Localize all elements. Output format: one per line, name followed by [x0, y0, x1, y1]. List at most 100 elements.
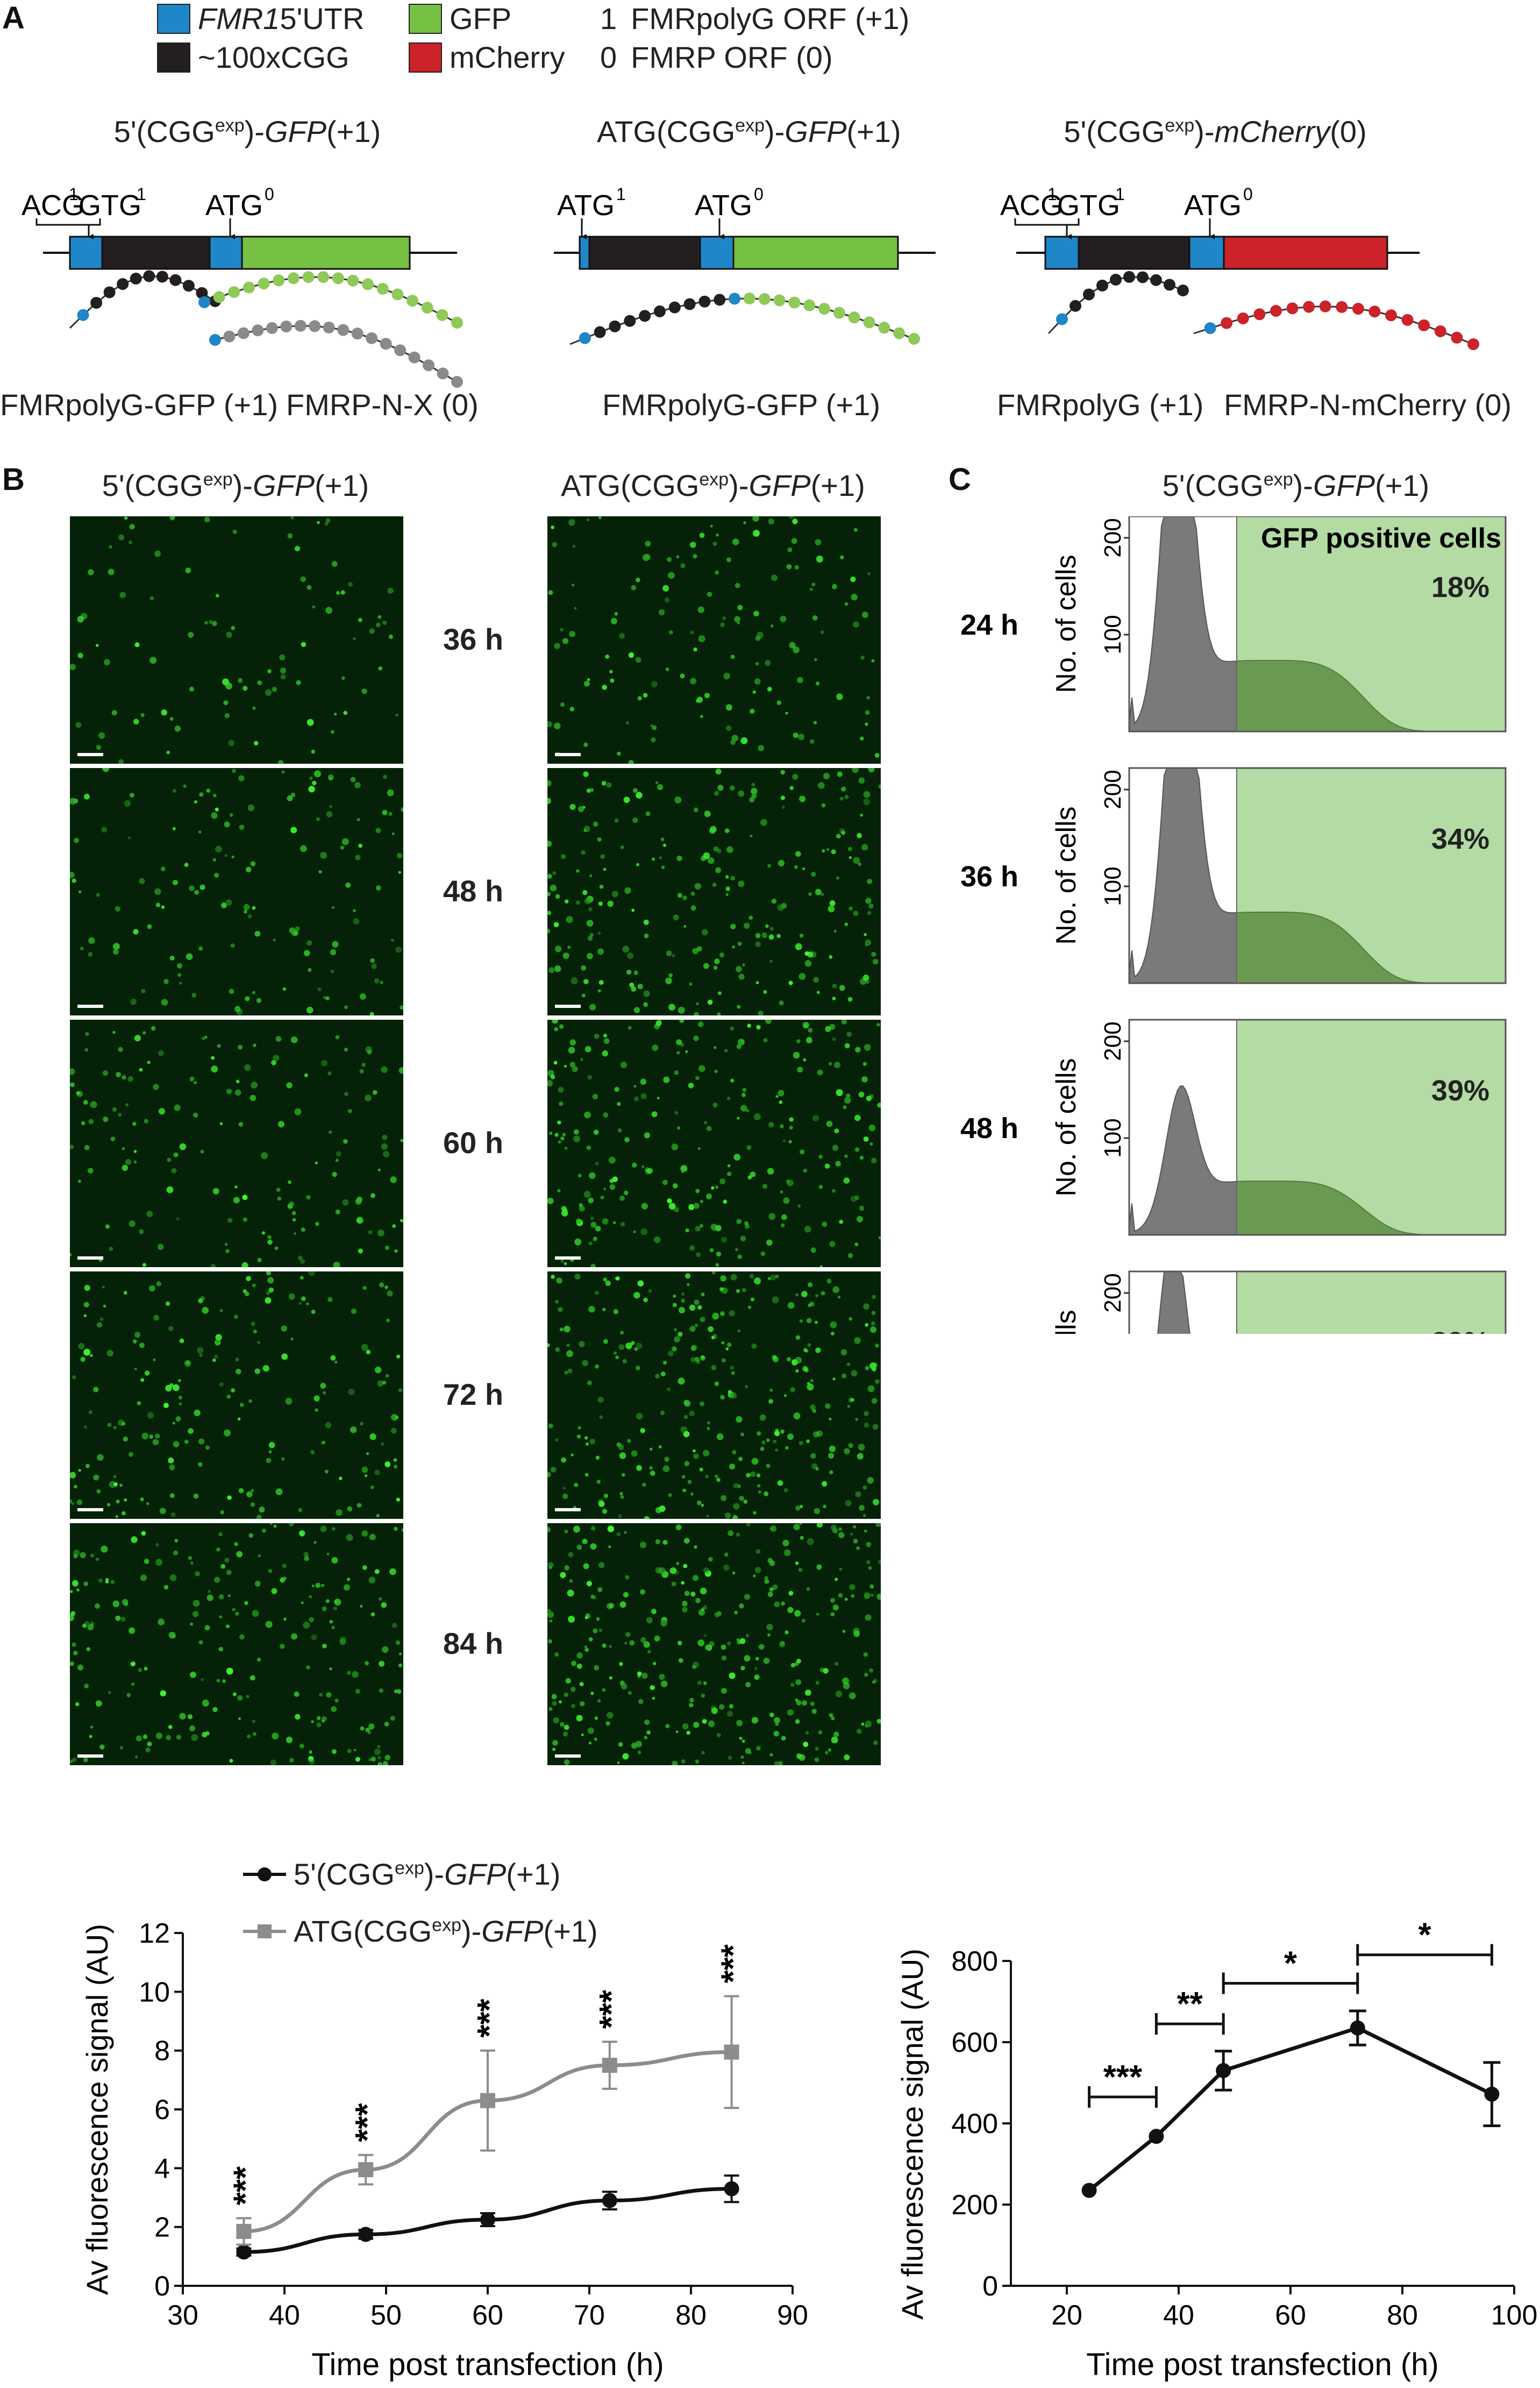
x-tick-label: 60: [472, 2300, 503, 2331]
panel-b-col1-title: 5'(CGGexp)-GFP(+1): [102, 468, 369, 502]
codon-atg: ATG: [1184, 189, 1242, 222]
micrograph-right-4: [547, 1523, 881, 1765]
data-point: [724, 2181, 739, 2197]
codon-sup: 1: [137, 184, 146, 204]
histogram-negative-area: [1129, 767, 1237, 984]
micrograph-left-4: [70, 1523, 403, 1765]
legend-swatch-gfp: [409, 3, 442, 34]
legend-item-mcherry: mCherry: [409, 40, 565, 75]
panel-c-title: 5'(CGGexp)-GFP(+1): [1162, 468, 1430, 502]
series-1: [236, 1995, 739, 2246]
histogram-ytick: 200: [1100, 1021, 1126, 1061]
protein-label-1a: FMRpolyG-GFP (+1): [0, 388, 279, 422]
data-point: [480, 2212, 495, 2227]
histogram-ylabel: No. of cells: [1051, 1058, 1082, 1196]
series-0: [236, 2174, 739, 2260]
protein-label-2: FMRpolyG-GFP (+1): [602, 388, 881, 422]
histogram-negative-area: [1157, 1271, 1190, 1334]
panel-b-hour-label: 60 h: [443, 1126, 504, 1160]
gfp-gate: [1237, 1271, 1506, 1334]
micrograph-right-3: [547, 1271, 881, 1519]
histogram-frame: [1128, 1019, 1507, 1236]
micrograph-left-3: [70, 1271, 403, 1519]
histogram-percent: 29%: [1431, 1326, 1489, 1334]
legend-label-mcherry: mCherry: [450, 40, 565, 74]
micrograph-right-2: [547, 1020, 881, 1267]
y-tick-label: 0: [982, 2271, 998, 2302]
gate-label: GFP positive cells: [1261, 523, 1501, 554]
scale-bar: [555, 1508, 581, 1511]
codon-sup: 0: [1243, 184, 1253, 204]
x-tick-label: 30: [167, 2300, 198, 2331]
chart1-legend-series-1: 5'(CGGexp)-GFP(+1): [243, 1857, 560, 1892]
y-tick-label: 6: [154, 2094, 170, 2126]
y-tick-label: 600: [951, 2027, 998, 2058]
histogram-percent: 39%: [1431, 1075, 1489, 1107]
legend-label-gfp: GFP: [450, 2, 512, 35]
codon-sup: 1: [1115, 184, 1125, 204]
legend-orf-label: FMRpolyG ORF (+1): [631, 2, 910, 35]
y-tick-label: 200: [951, 2190, 998, 2221]
construct-diagrams: ACG 1 GTG 1 ATG 0 ATG 1 ATG 0 ACG 1 GTG …: [22, 184, 1479, 388]
data-point: [236, 2244, 252, 2260]
histogram-frame: [1128, 516, 1507, 733]
chain-polyG-3: [1047, 271, 1189, 335]
panel-b-hour-label: 48 h: [443, 874, 504, 908]
codon-acg: ACG: [22, 189, 84, 222]
significance-label: ***: [349, 2102, 386, 2142]
histogram-hour: 36 h: [960, 861, 1018, 893]
x-tick-label: 20: [1051, 2300, 1082, 2331]
significance-label: *: [1284, 1945, 1297, 1982]
codon-gtg: GTG: [1057, 189, 1120, 222]
histogram-percent: 34%: [1431, 823, 1489, 855]
codon-sup: 1: [69, 184, 79, 204]
histogram-0: 100 200 No. of cells 24 h 18% GFP positive ce…: [960, 516, 1507, 733]
histogram-frame: [1128, 767, 1507, 984]
histogram-frame: [1128, 1270, 1507, 1334]
significance-bracket: ***: [1088, 2059, 1158, 2108]
scale-bar: [77, 1005, 103, 1008]
y-tick-label: 0: [154, 2271, 170, 2302]
histogram-1: 100 200 No. of cells 36 h 34%: [960, 767, 1507, 984]
protein-chains: [69, 270, 1479, 388]
legend-orf-1: 1 FMRpolyG ORF (+1): [600, 1, 909, 36]
legend-swatch-utr: [157, 3, 190, 34]
flow-histograms: 100 200 No. of cells 24 h 18% GFP positive ce…: [960, 516, 1507, 1334]
histogram-ylabel: No. of cells: [1051, 806, 1082, 944]
construct-title-1: 5'(CGGexp)-GFP(+1): [113, 115, 381, 148]
construct-2-diagram: ATG 1 ATG 0: [554, 184, 936, 270]
histogram-percent: 18%: [1431, 571, 1489, 603]
histogram-ytick: 100: [1100, 615, 1126, 654]
x-tick-label: 40: [1163, 2300, 1194, 2331]
data-point: [358, 2227, 374, 2242]
y-tick-label: 12: [139, 1918, 170, 1949]
significance-label: **: [1177, 1986, 1203, 2023]
histogram-negative-area: [1129, 516, 1237, 732]
significance-label: ***: [715, 1944, 752, 1983]
histogram-ytick: 200: [1100, 518, 1126, 557]
scale-bar: [77, 753, 103, 756]
legend-label-cgg: ~100xCGG: [198, 40, 350, 74]
scale-bar: [555, 1005, 581, 1008]
y-tick-label: 800: [951, 1946, 998, 1977]
y-tick-label: 10: [139, 1977, 170, 2008]
chart-time-course-single: 0 200 400 600 800 20 40 60 80 100 Time post transf…: [895, 1917, 1537, 2382]
x-tick-label: 60: [1275, 2300, 1306, 2331]
codon-sup: 0: [265, 184, 274, 204]
data-point: [602, 2058, 617, 2073]
data-point: [602, 2193, 617, 2208]
micrograph-right-1: [547, 768, 881, 1015]
y-axis-label: Av fluorescence signal (AU): [895, 1949, 929, 2320]
significance-bracket: *: [1222, 1945, 1359, 1994]
micrograph-left-1: [70, 768, 403, 1015]
data-point: [724, 2044, 739, 2060]
histogram-ytick: 200: [1100, 1273, 1126, 1312]
x-axis-label: Time post transfection (h): [1086, 2347, 1438, 2382]
histogram-ylabel: No. of cells: [1051, 1310, 1082, 1334]
significance-bracket: *: [1356, 1917, 1493, 1966]
protein-label-3a: FMRpolyG (+1): [997, 388, 1204, 422]
histogram-ytick: 200: [1100, 770, 1126, 809]
data-point: [1149, 2129, 1164, 2144]
x-axis-label: Time post transfection (h): [311, 2347, 664, 2382]
codon-atg: ATG: [557, 189, 615, 222]
